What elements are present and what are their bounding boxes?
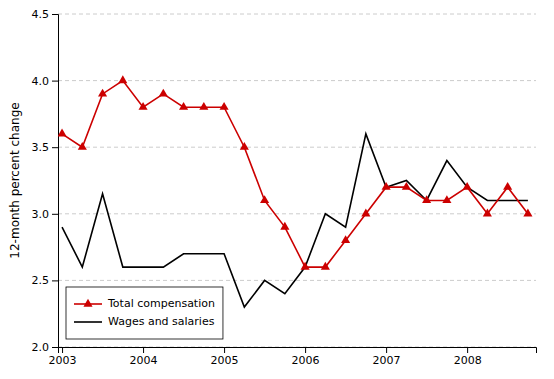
tick-mark (52, 214, 58, 215)
grid-line (58, 147, 536, 148)
marker (179, 102, 188, 110)
tick-label: 2003 (49, 354, 77, 367)
marker (503, 182, 512, 190)
line (62, 81, 528, 267)
tick: 2005 (211, 347, 239, 367)
marker (240, 142, 249, 150)
tick-label: 2007 (373, 354, 401, 367)
legend-label: Wages and salaries (108, 315, 215, 328)
tick-mark (52, 280, 58, 281)
tick-label: 4.5 (32, 8, 50, 21)
tick-label: 2005 (211, 354, 239, 367)
x-axis: 2003 2004 2005 2006 2007 2008 (49, 347, 537, 367)
marker (78, 142, 87, 150)
series (58, 75, 532, 269)
marker (463, 182, 472, 190)
tick-mark (52, 81, 58, 82)
marker (58, 129, 67, 137)
tick-mark (467, 347, 468, 353)
marker (422, 195, 431, 203)
tick-mark (52, 14, 58, 15)
tick-label: 2006 (292, 354, 320, 367)
marker (280, 222, 289, 230)
tick-mark (143, 347, 144, 353)
tick: 2.5 (32, 274, 59, 287)
tick-label: 4.0 (32, 75, 50, 88)
marker (159, 89, 168, 97)
marker (402, 182, 411, 190)
marker (321, 262, 330, 270)
tick: 2003 (49, 347, 77, 367)
grid-line (58, 213, 536, 214)
tick: 3.5 (32, 141, 59, 154)
y-axis: 2.0 2.5 3.0 3.5 4.0 4.5 (32, 8, 59, 354)
line (62, 134, 528, 307)
marker (98, 89, 107, 97)
marker (483, 209, 492, 217)
legend: Total compensation Wages and salaries (66, 287, 223, 339)
tick-mark (52, 147, 58, 148)
tick-label: 2.5 (32, 274, 50, 287)
legend-box (66, 287, 223, 339)
tick: 2007 (373, 347, 401, 367)
tick-mark (62, 347, 63, 353)
marker (442, 195, 451, 203)
legend-item: Wages and salaries (74, 315, 215, 328)
grid-line (58, 280, 536, 281)
tick: 2.0 (32, 341, 59, 354)
marks (58, 75, 532, 307)
chart: 2003 2004 2005 2006 2007 2008 2.0 2.5 3.0 3.5 4.0 4… (0, 0, 554, 379)
tick-mark (305, 347, 306, 353)
grid-line (58, 80, 536, 81)
plot-area: 2003 2004 2005 2006 2007 2008 2.0 2.5 3.0 3.5 4.0 4… (32, 8, 537, 367)
tick-label: 2004 (130, 354, 158, 367)
marker (118, 75, 127, 83)
legend-symbol (74, 321, 102, 323)
legend-marker (83, 299, 92, 307)
tick-mark (386, 347, 387, 353)
grid-line (58, 14, 536, 15)
series (62, 134, 528, 307)
marker (199, 102, 208, 110)
axis-line (59, 348, 537, 354)
marker (523, 209, 532, 217)
tick-mark (52, 347, 58, 348)
grid (58, 14, 536, 347)
axis-line (52, 15, 59, 348)
marker (361, 209, 370, 217)
marker (139, 102, 148, 110)
marker (260, 195, 269, 203)
marker (220, 102, 229, 110)
tick: 2006 (292, 347, 320, 367)
marker (382, 182, 391, 190)
legend-label: Total compensation (107, 297, 215, 310)
tick-label: 2008 (454, 354, 482, 367)
y-axis-label: 12-month percent change (8, 102, 22, 258)
tick-label: 3.0 (32, 208, 50, 221)
tick: 2004 (130, 347, 158, 367)
tick: 4.0 (32, 75, 59, 88)
tick-mark (224, 347, 225, 353)
tick: 3.0 (32, 208, 59, 221)
tick-label: 2.0 (32, 341, 50, 354)
marker (341, 235, 350, 243)
tick: 4.5 (32, 8, 59, 21)
marker (301, 262, 310, 270)
legend-item: Total compensation (74, 297, 215, 310)
tick-label: 3.5 (32, 141, 50, 154)
tick: 2008 (454, 347, 482, 367)
